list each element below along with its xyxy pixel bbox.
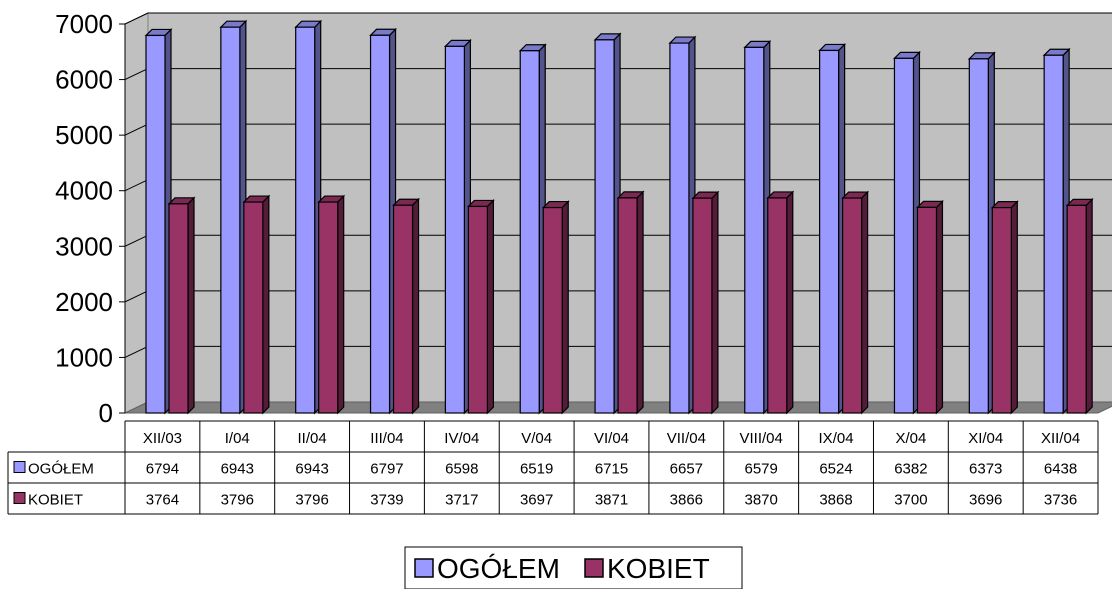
data-label: 6373 xyxy=(969,461,1002,478)
y-tick-label: 2000 xyxy=(55,287,113,317)
bar-ogolem xyxy=(743,39,772,415)
bar-kobiet xyxy=(1065,197,1094,415)
bar-ogolem xyxy=(893,50,921,415)
x-tick-label: VI/04 xyxy=(594,430,629,447)
y-axis: 0 1000 2000 3000 4000 5000 6000 7000 xyxy=(55,9,126,428)
bar-kobiet xyxy=(691,190,720,415)
table-legend-key xyxy=(13,492,26,504)
bar-kobiet xyxy=(317,194,346,415)
bar-kobiet xyxy=(541,200,570,415)
bar-kobiet xyxy=(167,196,196,415)
bar-kobiet xyxy=(392,197,420,415)
gridline-side xyxy=(124,179,149,192)
legend-swatch xyxy=(584,558,604,578)
x-tick-label: II/04 xyxy=(298,430,327,447)
x-tick-label: IX/04 xyxy=(819,430,854,447)
y-tick-label: 1000 xyxy=(55,342,113,372)
data-label: 3868 xyxy=(819,492,852,509)
x-tick-label: XII/03 xyxy=(143,430,182,447)
data-label: 6598 xyxy=(445,461,478,478)
chart-bars xyxy=(144,19,1094,415)
gridline-side xyxy=(124,290,149,303)
gridline-side xyxy=(124,68,149,81)
data-label: 6794 xyxy=(146,461,179,478)
bar-ogolem xyxy=(443,38,472,415)
bar-ogolem xyxy=(219,19,248,415)
data-label: 3866 xyxy=(670,492,703,509)
data-label: 3870 xyxy=(745,492,778,509)
data-label: 6657 xyxy=(670,461,703,478)
bar-ogolem xyxy=(818,43,847,415)
data-label: 6943 xyxy=(221,461,254,478)
data-label: 3764 xyxy=(146,492,179,509)
bar-ogolem xyxy=(1042,47,1071,415)
data-table: XII/03 I/04 II/04 III/04 IV/04 V/04 VI/04 VII/0… xyxy=(7,420,1099,515)
bar-ogolem xyxy=(668,35,697,415)
bar-kobiet xyxy=(990,200,1019,415)
bar-ogolem xyxy=(967,51,996,415)
data-label: 3871 xyxy=(595,492,628,509)
legend-box xyxy=(404,546,743,589)
chart-legend: OGÓŁEM KOBIET xyxy=(404,546,743,589)
data-label: 3736 xyxy=(1044,492,1077,509)
y-tick-label: 4000 xyxy=(55,176,113,206)
x-tick-label: III/04 xyxy=(370,430,403,447)
bar-ogolem xyxy=(294,19,323,415)
data-label: 6943 xyxy=(295,461,328,478)
bar-ogolem xyxy=(593,32,622,415)
bar-kobiet xyxy=(916,199,944,415)
bar-kobiet xyxy=(466,198,495,415)
bar-kobiet xyxy=(616,190,645,415)
table-series-label: OGÓŁEM xyxy=(28,461,94,478)
bar-kobiet xyxy=(841,190,870,415)
data-label: 6715 xyxy=(595,461,628,478)
x-tick-label: XI/04 xyxy=(968,430,1003,447)
bar-kobiet xyxy=(766,190,795,415)
data-label: 6519 xyxy=(520,461,553,478)
data-label: 3717 xyxy=(445,492,478,509)
table-legend-key xyxy=(13,461,26,473)
data-label: 3700 xyxy=(894,492,927,509)
data-label: 3697 xyxy=(520,492,553,509)
data-label: 6579 xyxy=(745,461,778,478)
data-label: 6382 xyxy=(894,461,927,478)
gridline-side xyxy=(124,12,149,25)
y-tick-label: 5000 xyxy=(55,120,113,150)
bar-kobiet xyxy=(242,194,271,415)
y-tick-label: 0 xyxy=(99,398,113,428)
data-label: 6438 xyxy=(1044,461,1077,478)
x-tick-label: IV/04 xyxy=(444,430,479,447)
x-tick-label: V/04 xyxy=(521,430,552,447)
data-label: 3739 xyxy=(370,492,403,509)
x-tick-label: VII/04 xyxy=(667,430,706,447)
y-tick-label: 7000 xyxy=(55,9,113,39)
bar-ogolem xyxy=(518,43,547,415)
x-tick-label: VIII/04 xyxy=(740,430,783,447)
y-tick-label: 3000 xyxy=(55,231,113,261)
bar-ogolem xyxy=(144,27,173,415)
data-label: 6797 xyxy=(370,461,403,478)
x-tick-label: XII/04 xyxy=(1041,430,1080,447)
legend-entry: OGÓŁEM xyxy=(437,553,560,584)
x-tick-label: X/04 xyxy=(895,430,926,447)
data-label: 6524 xyxy=(819,461,852,478)
table-series-label: KOBIET xyxy=(28,492,83,509)
legend-swatch xyxy=(414,558,434,578)
gridline-side xyxy=(124,345,149,358)
data-label: 3796 xyxy=(221,492,254,509)
data-label: 3696 xyxy=(969,492,1002,509)
gridline-side xyxy=(124,123,149,136)
gridline-side xyxy=(124,234,149,247)
legend-entry: KOBIET xyxy=(607,553,710,584)
x-tick-label: I/04 xyxy=(225,430,250,447)
data-label: 3796 xyxy=(295,492,328,509)
bar-ogolem xyxy=(369,27,397,415)
y-tick-label: 6000 xyxy=(55,65,113,95)
